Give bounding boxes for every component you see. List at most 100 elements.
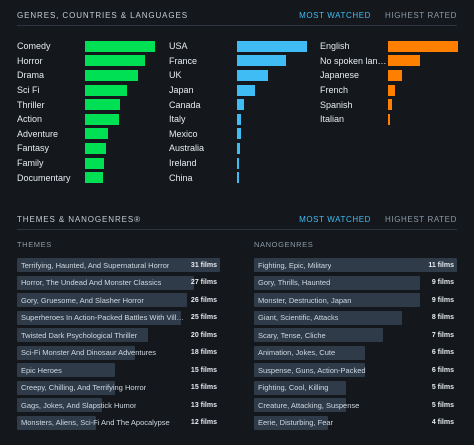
country-bar[interactable] [237,55,286,67]
genre-bar[interactable] [85,128,109,140]
country-bar[interactable] [237,84,256,96]
nanogenre-item[interactable]: Monster, Destruction, Japan 9 films [254,293,457,307]
genre-label: Drama [17,70,45,81]
nanogenre-item[interactable]: Giant, Scientific, Attacks 8 films [254,310,457,325]
theme-item-bar [17,258,220,272]
country-bar[interactable] [237,142,240,154]
nanogenre-item[interactable]: Scary, Tense, Cliche 7 films [254,328,457,342]
nanogenre-item-bar [254,328,384,342]
nanogenre-item-bar [254,363,365,377]
genres-section-title: GENRES, COUNTRIES & LANGUAGES [17,11,189,20]
nanogenre-item-bar [254,380,347,395]
theme-item[interactable]: Monsters, Aliens, Sci-Fi And The Apocaly… [17,415,220,430]
language-label: Spanish [320,99,353,110]
genre-row[interactable]: Thriller [17,97,157,112]
country-row[interactable]: UK [169,68,309,83]
theme-item[interactable]: Epic Heroes 15 films [17,363,220,377]
country-row[interactable]: France [169,54,309,69]
genre-bar[interactable] [85,69,139,81]
country-row[interactable]: China [169,170,309,185]
genre-row[interactable]: Drama [17,68,157,83]
genre-bar[interactable] [85,40,155,52]
country-row[interactable]: Mexico [169,127,309,142]
nanogenre-item[interactable]: Suspense, Guns, Action-Packed 6 films [254,363,457,377]
country-row[interactable]: Canada [169,97,309,112]
country-row[interactable]: Japan [169,83,309,98]
genre-bar[interactable] [85,55,146,67]
theme-item-bar [17,293,188,307]
country-bar[interactable] [237,99,244,111]
genre-bar[interactable] [85,99,120,111]
genre-row[interactable]: Adventure [17,127,157,142]
language-bar-track [388,40,458,52]
genre-label: Family [17,158,44,169]
tab-highest-rated-themes[interactable]: HIGHEST RATED [385,215,457,224]
nanogenre-item[interactable]: Creature, Attacking, Suspense 5 films [254,398,457,412]
language-bar[interactable] [388,84,395,96]
tab-most-watched[interactable]: MOST WATCHED [299,11,372,20]
genre-row[interactable]: Sci Fi [17,83,157,98]
theme-item[interactable]: Twisted Dark Psychological Thriller 20 fi… [17,328,220,342]
theme-item-bar [17,328,148,342]
language-bar[interactable] [388,40,458,52]
theme-item-name: Creepy, Chilling, And Terrifying Horror [21,383,147,392]
theme-item-name: Terrifying, Haunted, And Supernatural Ho… [21,260,170,270]
genre-bar-track [85,157,155,169]
country-bar-track [237,99,307,111]
genre-bar[interactable] [85,84,127,96]
theme-item[interactable]: Gags, Jokes, And Slapstick Humor 13 films [17,398,220,412]
country-bar[interactable] [237,69,268,81]
theme-item[interactable]: Terrifying, Haunted, And Supernatural Ho… [17,258,220,272]
genre-row[interactable]: Horror [17,54,157,69]
genre-bar[interactable] [85,113,120,125]
language-row[interactable]: Italian [320,112,460,127]
country-row[interactable]: Ireland [169,156,309,171]
country-bar[interactable] [237,172,240,184]
country-row[interactable]: USA [169,39,309,54]
theme-item[interactable]: Horror, The Undead And Monster Classics 2… [17,275,220,290]
genre-bar[interactable] [85,142,106,154]
country-row[interactable]: Australia [169,141,309,156]
genre-row[interactable]: Documentary [17,170,157,185]
theme-item-bar [17,310,181,325]
country-row[interactable]: Italy [169,112,309,127]
nanogenre-item[interactable]: Eerie, Disturbing, Fear 4 films [254,415,457,430]
language-bar[interactable] [388,69,402,81]
genre-row[interactable]: Fantasy [17,141,157,156]
country-bar[interactable] [237,113,242,125]
country-label: Japan [169,85,194,96]
genre-row[interactable]: Family [17,156,157,171]
nanogenre-item[interactable]: Gory, Thrills, Haunted 9 films [254,275,457,290]
language-row[interactable]: French [320,83,460,98]
themes-section-header: THEMES & NANOGENRES® MOST WATCHED HIGHES… [17,215,457,230]
language-label: No spoken language [320,55,387,66]
tab-most-watched-themes[interactable]: MOST WATCHED [299,215,372,224]
country-bar[interactable] [237,40,307,52]
nanogenre-item[interactable]: Animation, Jokes, Cute 6 films [254,345,457,360]
nanogenre-item[interactable]: Fighting, Cool, Killing 5 films [254,380,457,395]
country-bar[interactable] [237,128,241,140]
country-label: UK [169,70,182,81]
theme-item[interactable]: Creepy, Chilling, And Terrifying Horror 1… [17,380,220,395]
tab-highest-rated[interactable]: HIGHEST RATED [385,11,457,20]
genre-row[interactable]: Action [17,112,157,127]
genre-bar[interactable] [85,172,103,184]
genres-section-header: GENRES, COUNTRIES & LANGUAGES MOST WATCH… [17,11,457,26]
country-bar-track [237,113,307,125]
language-bar[interactable] [388,113,391,125]
genre-row[interactable]: Comedy [17,39,157,54]
country-bar[interactable] [237,157,240,169]
theme-item[interactable]: Superheroes In Action-Packed Battles Wit… [17,310,220,325]
genre-bar-track [85,55,155,67]
nanogenre-item[interactable]: Fighting, Epic, Military 11 films [254,258,457,272]
genre-bar[interactable] [85,157,104,169]
language-bar[interactable] [388,99,393,111]
genre-label: Sci Fi [17,85,40,96]
theme-item[interactable]: Gory, Gruesome, And Slasher Horror 26 fil… [17,293,220,307]
language-bar[interactable] [388,55,421,67]
language-row[interactable]: Japanese [320,68,460,83]
language-row[interactable]: Spanish [320,97,460,112]
language-row[interactable]: No spoken language [320,54,460,69]
language-row[interactable]: English [320,39,460,54]
theme-item[interactable]: Sci-Fi Monster And Dinosaur Adventures 18… [17,345,220,360]
